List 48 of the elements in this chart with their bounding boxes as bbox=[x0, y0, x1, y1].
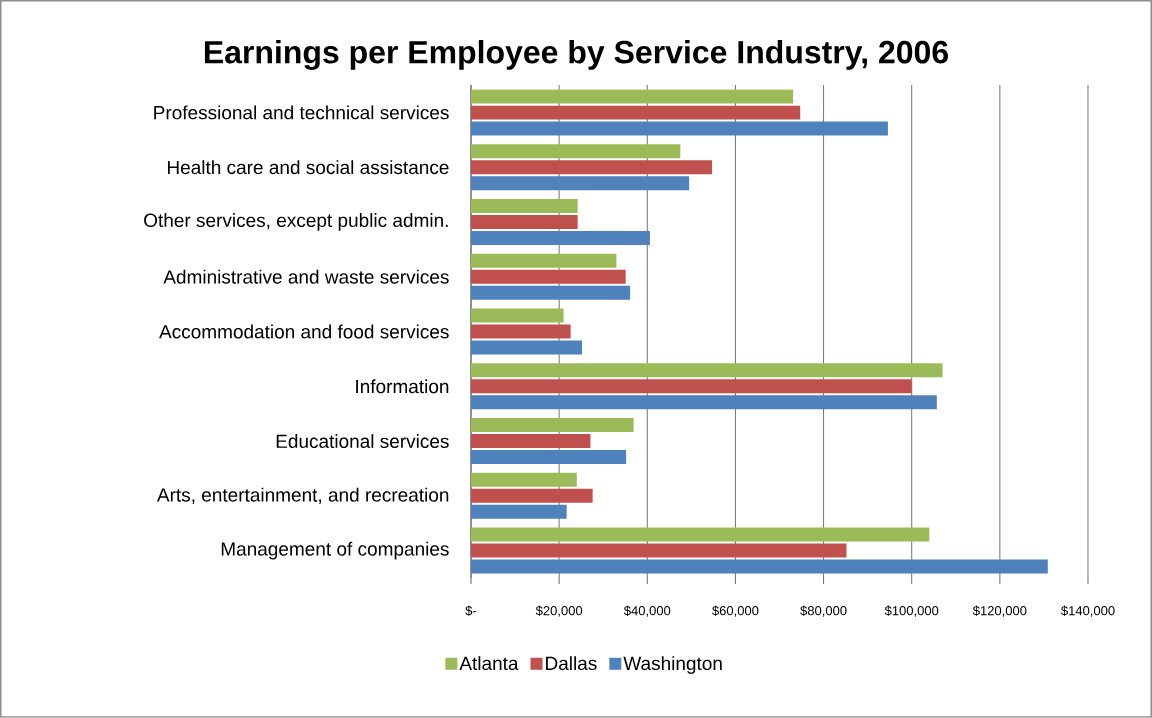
legend-label: Washington bbox=[623, 656, 722, 674]
bar bbox=[471, 340, 583, 355]
y-tick-label: Administrative and waste services bbox=[163, 269, 449, 284]
bar bbox=[471, 504, 567, 519]
y-tick-label: Health care and social assistance bbox=[167, 160, 449, 175]
bar bbox=[471, 176, 690, 191]
x-tick-label: $40,000 bbox=[623, 605, 671, 617]
bar bbox=[471, 395, 937, 410]
bar bbox=[471, 379, 912, 394]
bar bbox=[471, 527, 930, 542]
legend-label: Dallas bbox=[546, 656, 597, 671]
bar bbox=[471, 105, 801, 120]
legend-label: Atlanta bbox=[459, 656, 519, 671]
bar bbox=[471, 253, 617, 268]
bar bbox=[471, 269, 626, 284]
bar bbox=[471, 472, 577, 487]
x-tick-label: $- bbox=[465, 605, 477, 617]
bar bbox=[471, 418, 634, 433]
bar bbox=[471, 488, 593, 503]
x-tick-label: $140,000 bbox=[1061, 605, 1115, 617]
y-tick-label: Arts, entertainment, and recreation bbox=[156, 487, 449, 505]
bar bbox=[471, 121, 888, 136]
y-tick-label: Educational services bbox=[276, 434, 449, 449]
y-tick-label: Professional and technical services bbox=[154, 105, 449, 120]
x-tick-label: $20,000 bbox=[535, 605, 583, 617]
bar bbox=[471, 89, 794, 104]
chart-title: Earnings per Employee by Service Industry, 2006 bbox=[204, 40, 948, 71]
bar bbox=[471, 543, 847, 558]
x-tick-label: $80,000 bbox=[800, 605, 847, 617]
bar bbox=[471, 285, 631, 300]
bar bbox=[471, 199, 578, 214]
y-tick-label: Other services, except public admin. bbox=[144, 213, 448, 231]
bar bbox=[471, 363, 943, 378]
y-tick-label: Accommodation and food services bbox=[159, 324, 449, 339]
y-tick-label: Management of companies bbox=[221, 541, 449, 560]
bar bbox=[471, 559, 1048, 574]
bar bbox=[471, 144, 681, 159]
bar bbox=[471, 308, 564, 323]
x-tick-label: $60,000 bbox=[712, 605, 759, 617]
bar bbox=[471, 434, 591, 449]
y-tick-label: Information bbox=[356, 379, 449, 394]
x-tick-label: $100,000 bbox=[884, 605, 939, 617]
bar bbox=[471, 450, 627, 465]
bar bbox=[471, 215, 578, 230]
x-tick-label: $120,000 bbox=[972, 605, 1027, 617]
bar bbox=[471, 324, 571, 339]
bar bbox=[471, 160, 713, 175]
bar bbox=[471, 231, 650, 246]
